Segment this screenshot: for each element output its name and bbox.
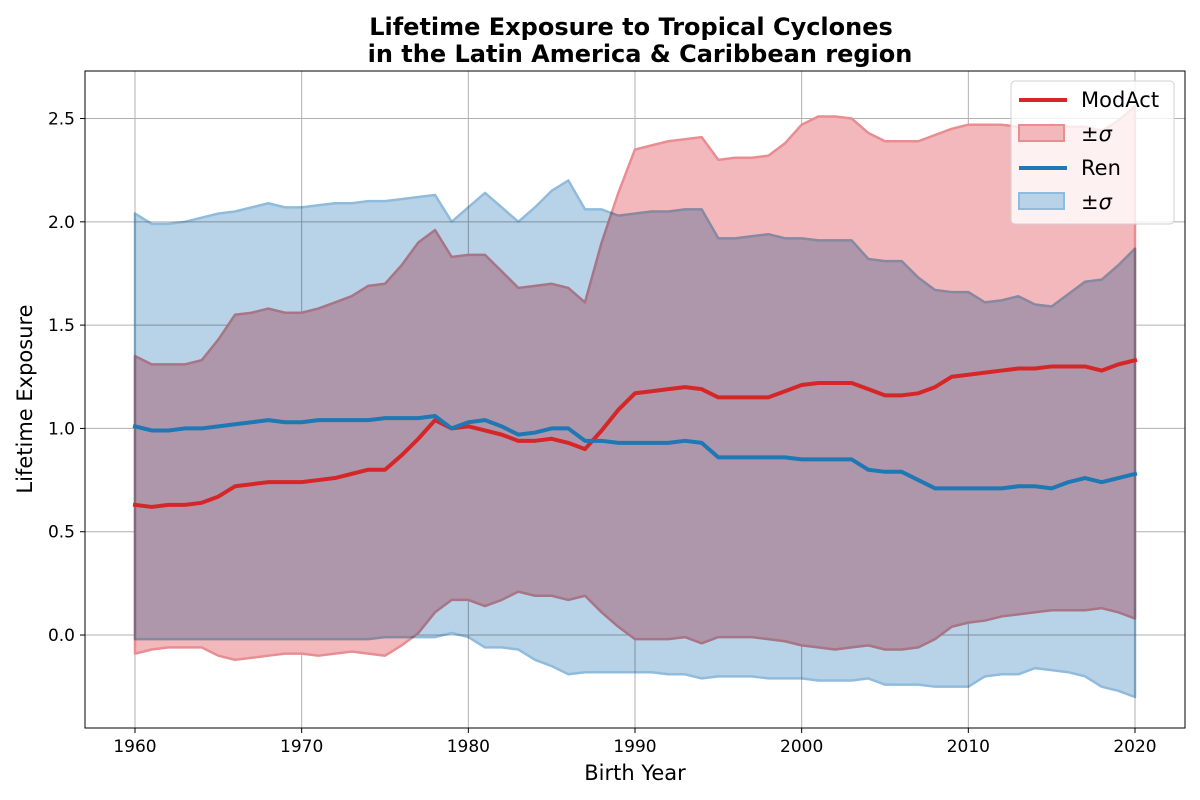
- x-tick-label: 1960: [113, 737, 156, 757]
- x-tick-label: 1970: [280, 737, 323, 757]
- x-tick-label: 1980: [447, 737, 490, 757]
- legend-frame: [1010, 80, 1175, 225]
- chart-title-line1: Lifetime Exposure to Tropical Cyclones: [369, 13, 893, 41]
- x-axis-ticks: 1960 1970 1980 1990 2000 2010 2020: [113, 728, 1157, 757]
- legend-modact-label: ModAct: [1081, 88, 1159, 112]
- bands: [133, 104, 1137, 699]
- x-tick-label: 2020: [1113, 737, 1156, 757]
- legend-modact-band-label: ±σ: [1081, 122, 1113, 146]
- y-tick-label: 1.0: [48, 419, 75, 439]
- y-tick-label: 2.0: [48, 213, 75, 233]
- legend-ren-band-label: ±σ: [1081, 190, 1113, 214]
- y-tick-label: 0.0: [48, 626, 75, 646]
- y-tick-label: 0.5: [48, 523, 75, 543]
- legend-ren-label: Ren: [1081, 156, 1121, 180]
- line-modact: [132, 357, 1138, 509]
- x-tick-label: 2000: [780, 737, 823, 757]
- legend-ren-band-swatch: [1018, 192, 1065, 210]
- y-tick-label: 1.5: [48, 316, 75, 336]
- series-lines: [132, 357, 1138, 509]
- x-axis-label: Birth Year: [584, 761, 686, 785]
- line-ren: [132, 414, 1138, 491]
- x-tick-label: 1990: [613, 737, 656, 757]
- legend: ModAct ±σ Ren ±σ: [1010, 80, 1175, 225]
- legend-modact-band-swatch: [1018, 124, 1065, 142]
- y-axis-label: Lifetime Exposure: [13, 304, 37, 493]
- x-tick-label: 2010: [947, 737, 990, 757]
- y-axis-ticks: 0.0 0.5 1.0 1.5 2.0 2.5: [48, 110, 85, 646]
- band-ren: [133, 179, 1137, 699]
- y-tick-label: 2.5: [48, 110, 75, 130]
- chart-title-line2: in the Latin America & Caribbean region: [368, 40, 913, 68]
